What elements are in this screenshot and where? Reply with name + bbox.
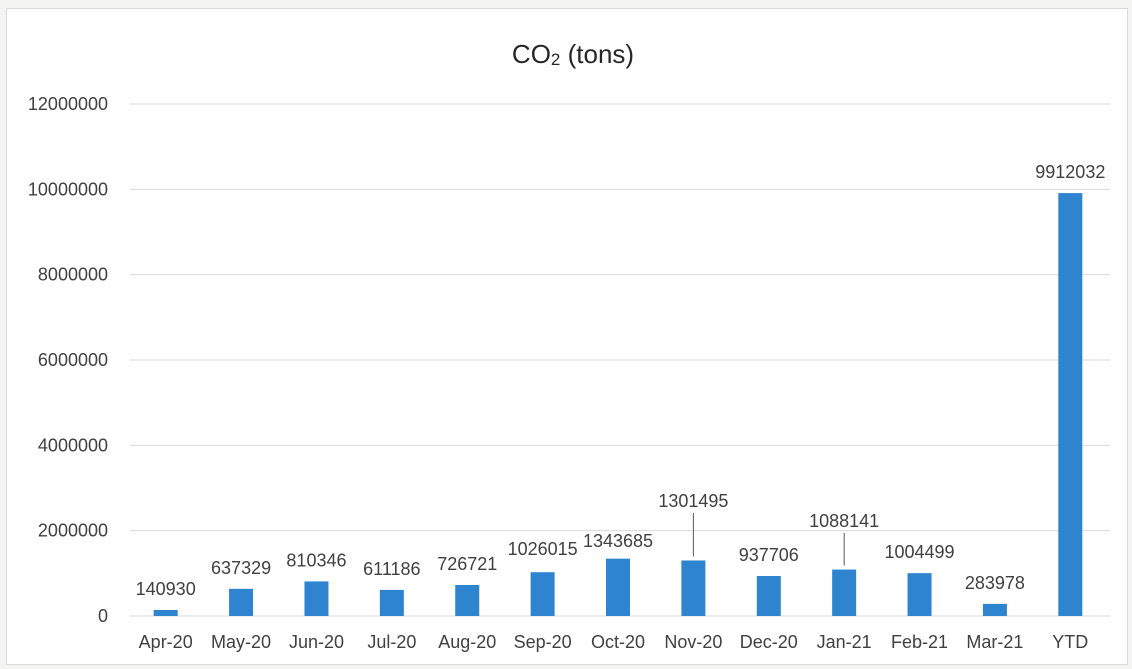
co2-bar-chart: CO2 (tons) 0 2000000 4000000 6000000 8000000… <box>28 39 1110 652</box>
x-tick-label: Nov-20 <box>664 632 722 652</box>
data-label: 1088141 <box>809 511 879 531</box>
bar-sep-20 <box>530 572 555 616</box>
y-tick-label: 4000000 <box>38 435 108 455</box>
data-label: 9912032 <box>1035 162 1105 182</box>
chart-area: CO2 (tons) 0 2000000 4000000 6000000 8000000… <box>6 8 1128 665</box>
y-tick-label: 12000000 <box>28 94 108 114</box>
bar-jun-20 <box>304 581 329 616</box>
y-tick-label: 6000000 <box>38 350 108 370</box>
bar-apr-20 <box>153 609 178 616</box>
bars <box>153 193 1083 616</box>
x-tick-label: YTD <box>1052 632 1088 652</box>
bar-oct-20 <box>606 558 630 616</box>
data-label: 1004499 <box>884 542 954 562</box>
y-tick-label: 0 <box>98 606 108 626</box>
y-tick-label: 10000000 <box>28 179 108 199</box>
data-label: 1026015 <box>508 539 578 559</box>
x-axis-tick-labels: Apr-20 May-20 Jun-20 Jul-20 Aug-20 Sep-20 Oct-… <box>139 632 1089 652</box>
x-tick-label: Jun-20 <box>289 632 344 652</box>
bar-dec-20 <box>756 575 781 616</box>
x-tick-label: Apr-20 <box>139 632 193 652</box>
y-tick-label: 2000000 <box>38 521 108 541</box>
x-tick-label: Mar-21 <box>966 632 1023 652</box>
gridlines <box>130 103 1110 617</box>
data-label: 726721 <box>437 554 497 574</box>
y-tick-label: 8000000 <box>38 265 108 285</box>
chart-title: CO2 (tons) <box>512 39 634 69</box>
x-tick-label: Jul-20 <box>367 632 416 652</box>
y-axis-tick-labels: 0 2000000 4000000 6000000 8000000 10000000 120… <box>28 94 108 626</box>
x-tick-label: Dec-20 <box>740 632 798 652</box>
x-tick-label: Feb-21 <box>891 632 948 652</box>
data-labels: 140930 637329 810346 611186 726721 1026015 134… <box>136 162 1106 599</box>
bar-may-20 <box>229 588 254 616</box>
data-label: 937706 <box>739 545 799 565</box>
x-tick-label: Jan-21 <box>817 632 872 652</box>
data-label: 1301495 <box>658 491 728 511</box>
bar-mar-21 <box>982 603 1007 616</box>
bar-ytd <box>1058 193 1083 616</box>
data-label: 1343685 <box>583 531 653 551</box>
x-tick-label: Oct-20 <box>591 632 645 652</box>
data-label: 810346 <box>286 550 346 570</box>
bar-jan-21 <box>832 569 857 616</box>
bar-nov-20 <box>681 560 706 616</box>
data-label: 283978 <box>965 573 1025 593</box>
x-tick-label: Sep-20 <box>514 632 572 652</box>
leader-lines <box>692 513 845 566</box>
bar-aug-20 <box>455 584 480 616</box>
bar-feb-21 <box>907 573 932 616</box>
data-label: 140930 <box>136 579 196 599</box>
data-label: 611186 <box>363 559 420 579</box>
data-label: 637329 <box>211 558 271 578</box>
x-tick-label: Aug-20 <box>438 632 496 652</box>
x-tick-label: May-20 <box>211 632 271 652</box>
bar-jul-20 <box>379 589 404 616</box>
